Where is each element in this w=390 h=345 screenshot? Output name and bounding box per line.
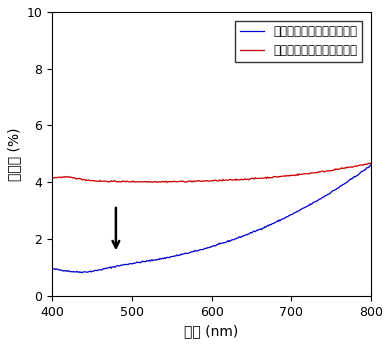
反射防止ナノ構造無成型品: [369, 161, 373, 165]
反射防止ナノ構造付成型品: [282, 216, 287, 220]
反射防止ナノ構造無成型品: [282, 174, 287, 178]
反射防止ナノ構造無成型品: [281, 174, 285, 178]
Line: 反射防止ナノ構造無成型品: 反射防止ナノ構造無成型品: [52, 163, 371, 183]
反射防止ナノ構造付成型品: [89, 270, 94, 274]
反射防止ナノ構造無成型品: [50, 176, 55, 180]
反射防止ナノ構造無成型品: [154, 179, 158, 184]
反射防止ナノ構造付成型品: [154, 257, 159, 262]
Legend: 反射防止ナノ構造付成型品, 反射防止ナノ構造無成型品: 反射防止ナノ構造付成型品, 反射防止ナノ構造無成型品: [236, 21, 362, 62]
反射防止ナノ構造無成型品: [165, 180, 170, 185]
反射防止ナノ構造付成型品: [251, 229, 256, 233]
反射防止ナノ構造無成型品: [177, 180, 181, 184]
Y-axis label: 反射率 (%): 反射率 (%): [7, 127, 21, 181]
反射防止ナノ構造付成型品: [79, 270, 84, 275]
反射防止ナノ構造無成型品: [251, 177, 256, 181]
反射防止ナノ構造付成型品: [50, 267, 55, 271]
反射防止ナノ構造付成型品: [281, 217, 285, 221]
X-axis label: 波長 (nm): 波長 (nm): [184, 324, 239, 338]
Line: 反射防止ナノ構造付成型品: 反射防止ナノ構造付成型品: [52, 165, 371, 273]
反射防止ナノ構造付成型品: [369, 163, 373, 167]
反射防止ナノ構造付成型品: [177, 253, 181, 257]
反射防止ナノ構造無成型品: [88, 178, 93, 183]
